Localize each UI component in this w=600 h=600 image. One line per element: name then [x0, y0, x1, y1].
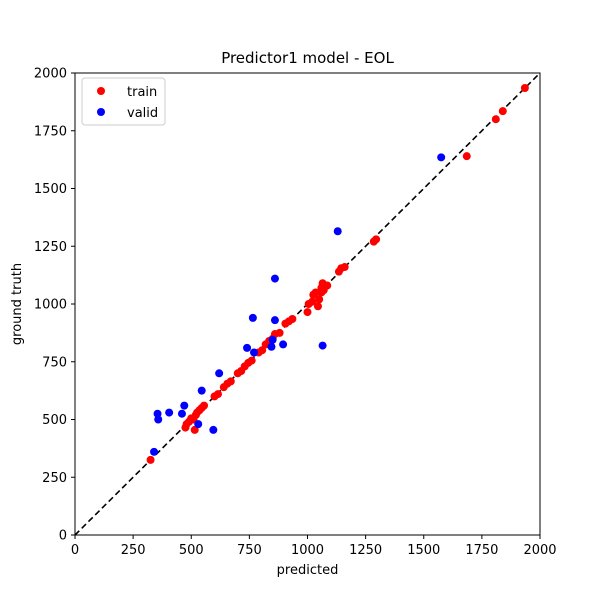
train-point — [315, 295, 324, 304]
train-point — [462, 152, 471, 161]
x-tick-label: 750 — [237, 543, 262, 558]
train-point — [146, 455, 155, 464]
legend-marker-train — [97, 87, 105, 95]
y-tick-label: 250 — [42, 471, 67, 486]
y-tick-label: 1750 — [34, 124, 67, 139]
valid-point — [250, 348, 259, 357]
train-point — [308, 297, 317, 306]
x-tick-label: 1000 — [291, 543, 324, 558]
train-point — [372, 235, 381, 244]
y-tick-label: 1250 — [34, 240, 67, 255]
y-tick-label: 500 — [42, 413, 67, 428]
x-tick-label: 500 — [179, 543, 204, 558]
x-tick-label: 1500 — [407, 543, 440, 558]
legend-label-valid: valid — [127, 106, 158, 121]
y-tick-label: 2000 — [34, 67, 67, 82]
x-axis-label: predicted — [277, 563, 339, 578]
train-point — [340, 263, 349, 272]
valid-point — [270, 316, 279, 325]
y-axis-label: ground truth — [10, 263, 25, 345]
train-point — [213, 390, 222, 399]
train-point — [247, 356, 256, 365]
x-tick-label: 0 — [71, 543, 79, 558]
valid-point — [248, 313, 257, 322]
train-point — [520, 84, 529, 93]
x-tick-label: 1250 — [349, 543, 382, 558]
valid-point — [333, 227, 342, 236]
train-point — [498, 107, 507, 116]
valid-point — [177, 409, 186, 418]
y-tick-label: 1000 — [34, 298, 67, 313]
train-point — [190, 425, 199, 434]
legend: train valid — [81, 77, 166, 126]
valid-point — [437, 153, 446, 162]
valid-point — [318, 341, 327, 350]
train-point — [311, 288, 320, 297]
legend-label-train: train — [127, 85, 157, 100]
valid-point — [150, 447, 159, 456]
series-valid — [150, 153, 446, 456]
axis-ticks: 0 250 500 750 1000 1250 1500 1750 2000 0 250 500 750… — [34, 67, 557, 559]
valid-point — [194, 420, 203, 429]
legend-marker-valid — [97, 108, 105, 116]
valid-point — [267, 342, 276, 351]
valid-point — [270, 274, 279, 283]
series-train — [146, 84, 529, 464]
y-tick-label: 1500 — [34, 182, 67, 197]
y-tick-label: 750 — [42, 355, 67, 370]
x-tick-label: 2000 — [523, 543, 556, 558]
train-point — [491, 115, 500, 124]
valid-point — [154, 415, 163, 424]
y-tick-label: 0 — [59, 529, 67, 544]
train-point — [288, 315, 297, 324]
valid-point — [243, 343, 252, 352]
train-point — [226, 377, 235, 386]
train-point — [258, 346, 267, 355]
plot-marks — [74, 72, 541, 536]
x-tick-label: 250 — [121, 543, 146, 558]
valid-point — [209, 425, 218, 434]
train-point — [275, 328, 284, 337]
train-point — [313, 302, 322, 311]
valid-point — [268, 335, 277, 344]
valid-point — [279, 340, 288, 349]
valid-point — [215, 369, 224, 378]
x-tick-label: 1750 — [465, 543, 498, 558]
train-point — [323, 281, 332, 290]
valid-point — [197, 386, 206, 395]
valid-point — [180, 401, 189, 410]
valid-point — [165, 408, 174, 417]
chart-title: Predictor1 model - EOL — [221, 49, 394, 67]
train-point — [200, 401, 209, 410]
train-point — [303, 308, 312, 317]
